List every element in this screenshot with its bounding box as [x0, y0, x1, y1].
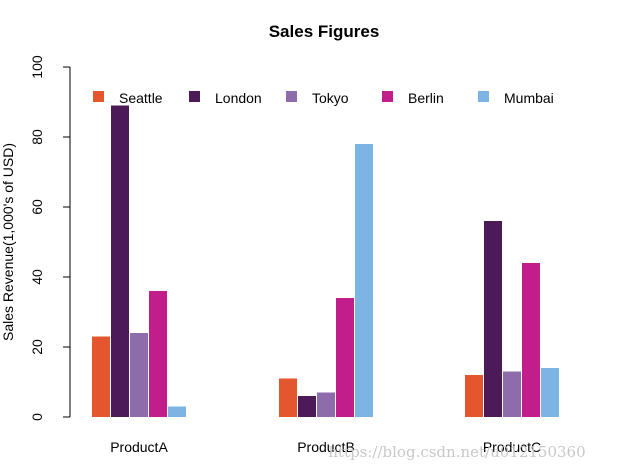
- bar-london-producta: [111, 105, 129, 417]
- legend-label-berlin: Berlin: [408, 90, 444, 106]
- bar-berlin-productb: [336, 298, 354, 417]
- category-label-productb: ProductB: [297, 439, 355, 455]
- bar-tokyo-productc: [503, 371, 521, 417]
- y-tick-label: 60: [29, 199, 45, 215]
- legend-label-mumbai: Mumbai: [504, 90, 554, 106]
- bars-group: [92, 105, 559, 417]
- y-axis: 0 20 40 60 80 100: [29, 55, 71, 421]
- bar-tokyo-producta: [130, 333, 148, 417]
- bar-berlin-productc: [522, 263, 540, 417]
- bar-london-productb: [298, 396, 316, 417]
- category-label-producta: ProductA: [110, 439, 168, 455]
- legend-swatch-seattle: [93, 91, 104, 102]
- y-tick-label: 0: [29, 413, 45, 421]
- legend-label-london: London: [215, 90, 262, 106]
- legend-swatch-london: [189, 91, 200, 102]
- y-tick-label: 100: [29, 55, 45, 79]
- bar-seattle-productc: [465, 375, 483, 417]
- category-labels: ProductA ProductB ProductC: [110, 439, 541, 455]
- legend-swatch-tokyo: [286, 91, 297, 102]
- bar-mumbai-producta: [168, 406, 186, 417]
- legend: Seattle London Tokyo Berlin Mumbai: [93, 90, 554, 106]
- legend-label-tokyo: Tokyo: [312, 90, 349, 106]
- bar-london-productc: [484, 221, 502, 417]
- y-tick-label: 80: [29, 129, 45, 145]
- y-tick-label: 40: [29, 269, 45, 285]
- chart-title: Sales Figures: [269, 22, 380, 41]
- bar-mumbai-productb: [355, 144, 373, 417]
- y-axis-label: Sales Revenue(1,000's of USD): [0, 143, 16, 341]
- legend-swatch-mumbai: [478, 91, 489, 102]
- legend-label-seattle: Seattle: [119, 90, 163, 106]
- bar-seattle-productb: [279, 378, 297, 417]
- category-label-productc: ProductC: [483, 439, 541, 455]
- bar-berlin-producta: [149, 291, 167, 417]
- y-tick-label: 20: [29, 339, 45, 355]
- bar-seattle-producta: [92, 336, 110, 417]
- legend-swatch-berlin: [382, 91, 393, 102]
- bar-mumbai-productc: [541, 368, 559, 417]
- bar-tokyo-productb: [317, 392, 335, 417]
- watermark-text: https://blog.csdn.net/u012150360: [328, 443, 585, 461]
